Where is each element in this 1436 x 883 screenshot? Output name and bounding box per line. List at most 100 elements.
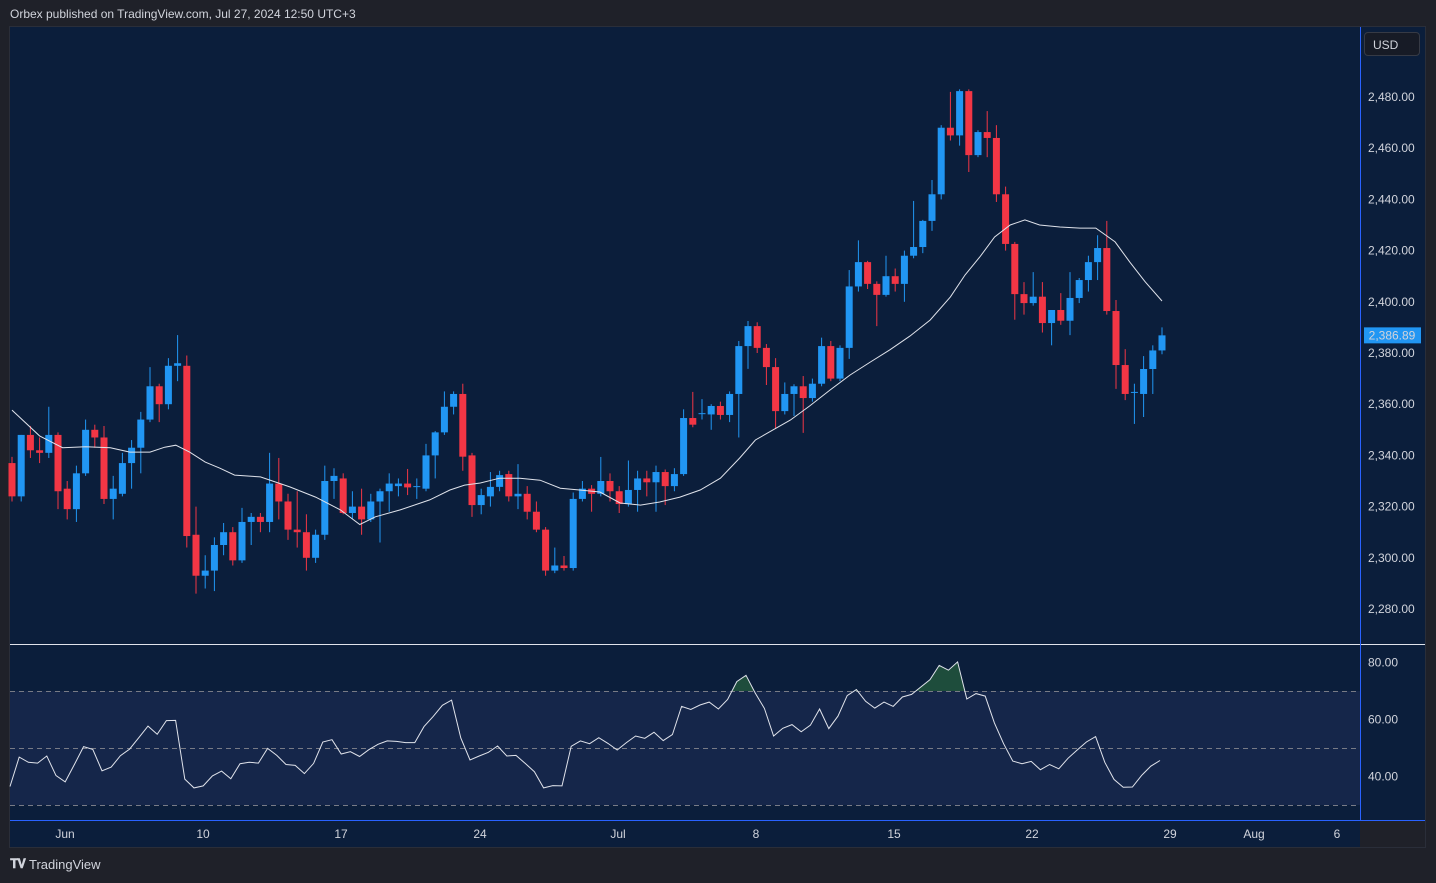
time-tick-label: Aug xyxy=(1243,827,1264,841)
candle-body xyxy=(1130,391,1138,393)
tradingview-logo-icon: 𝐓𝐕 xyxy=(10,856,26,871)
price-tick-label: 2,480.00 xyxy=(1368,90,1415,104)
candle xyxy=(459,383,467,471)
candle xyxy=(873,281,881,327)
candle xyxy=(486,472,494,507)
candle-body xyxy=(744,326,752,347)
candle-body xyxy=(36,450,44,453)
candle xyxy=(505,470,513,502)
candle xyxy=(937,125,945,200)
candle xyxy=(882,255,890,297)
candle-body xyxy=(781,393,789,412)
candle-body xyxy=(983,132,991,138)
candle-body xyxy=(404,483,412,488)
candle-body xyxy=(578,488,586,499)
price-tick-label: 2,360.00 xyxy=(1368,397,1415,411)
candle-body xyxy=(459,393,467,457)
candle-body xyxy=(358,506,366,520)
candle-body xyxy=(431,432,439,456)
candle xyxy=(109,475,117,520)
candle xyxy=(1075,277,1083,304)
candle xyxy=(201,555,209,589)
price-axis[interactable] xyxy=(1361,27,1425,820)
candle xyxy=(808,378,816,402)
candle xyxy=(496,470,504,492)
candle-body xyxy=(238,521,246,561)
candle xyxy=(716,401,724,420)
time-tick-label: Jul xyxy=(610,827,625,841)
candle xyxy=(680,409,688,476)
candle-body xyxy=(210,545,218,571)
rsi-line xyxy=(9,660,1161,789)
candle xyxy=(330,468,338,499)
candle xyxy=(247,513,255,545)
candle-body xyxy=(680,418,688,475)
candle xyxy=(321,465,329,540)
candle-body xyxy=(82,429,90,474)
candle xyxy=(164,358,172,410)
candle xyxy=(652,465,660,512)
candle xyxy=(624,460,632,507)
candle xyxy=(762,344,770,385)
candle-body xyxy=(128,447,136,464)
price-tick-label: 2,400.00 xyxy=(1368,295,1415,309)
candle xyxy=(910,200,918,259)
candle-body xyxy=(1029,296,1037,304)
candle xyxy=(1121,349,1129,401)
candle-body xyxy=(192,534,200,576)
price-tick-label: 2,320.00 xyxy=(1368,500,1415,514)
time-axis[interactable] xyxy=(10,821,1360,847)
candle xyxy=(560,556,568,571)
candle xyxy=(63,481,71,520)
candle-body xyxy=(670,474,678,487)
candle-body xyxy=(919,220,927,248)
candle-body xyxy=(946,127,954,136)
candle-body xyxy=(1020,294,1028,304)
candle-body xyxy=(1112,311,1120,366)
candle xyxy=(404,468,412,496)
candle xyxy=(1011,241,1019,320)
candle-body xyxy=(937,127,945,195)
candle-body xyxy=(468,455,476,506)
candle-body xyxy=(54,434,62,492)
candle xyxy=(1149,345,1157,394)
candle xyxy=(422,443,430,492)
candle xyxy=(146,367,154,423)
candle-body xyxy=(615,491,623,505)
candle-body xyxy=(956,91,964,136)
candle xyxy=(946,91,954,141)
candle-body xyxy=(229,532,237,561)
candle-body xyxy=(542,529,550,571)
candle xyxy=(155,383,163,423)
candle-body xyxy=(220,532,228,545)
candle-body xyxy=(762,347,770,368)
candle xyxy=(312,529,320,563)
candle xyxy=(956,89,964,146)
candle xyxy=(137,411,145,474)
time-tick-label: 24 xyxy=(473,827,487,841)
candle xyxy=(818,337,826,387)
candle-body xyxy=(450,393,458,407)
candle-body xyxy=(873,283,881,295)
candle-body xyxy=(312,534,320,558)
candle-body xyxy=(974,132,982,156)
candle-body xyxy=(275,483,283,502)
currency-button[interactable]: USD xyxy=(1364,32,1420,56)
candle xyxy=(753,322,761,353)
candle xyxy=(8,456,16,502)
candle xyxy=(744,321,752,369)
candle-body xyxy=(8,463,16,497)
candle-body xyxy=(716,405,724,415)
candle xyxy=(477,488,485,515)
candle-body xyxy=(753,326,761,348)
candle xyxy=(1002,186,1010,251)
candle xyxy=(928,179,936,231)
candle-body xyxy=(726,393,734,415)
last-price-value: 2,386.89 xyxy=(1369,328,1416,342)
candle-body xyxy=(201,570,209,576)
candle xyxy=(670,468,678,492)
candle-body xyxy=(302,532,310,558)
time-tick-label: 6 xyxy=(1334,827,1341,841)
candle-body xyxy=(864,262,872,284)
